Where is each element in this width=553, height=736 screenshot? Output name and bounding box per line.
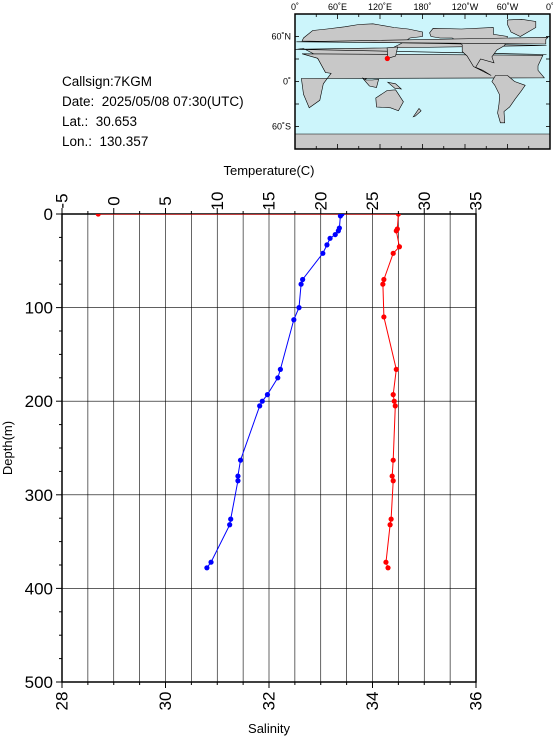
map-longitude-label: 60˚W [497, 2, 519, 12]
temperature-tick-label: 15 [260, 192, 279, 211]
temperature-point [396, 244, 403, 250]
temperature-point [390, 478, 396, 484]
salinity-point [235, 473, 241, 479]
temperature-point [381, 314, 387, 320]
salinity-line [206, 214, 343, 569]
salinity-point [324, 242, 330, 248]
temperature-tick-label: 0 [104, 196, 123, 205]
temperature-point [380, 281, 386, 287]
land [386, 81, 403, 90]
salinity-point [237, 457, 244, 463]
map-latitude-label: 0˚ [283, 77, 291, 87]
depth-tick-label: 300 [25, 486, 53, 505]
salinity-axis-title: Salinity [248, 721, 290, 736]
date-label: Date: 2025/05/08 07:30(UTC) [62, 94, 244, 109]
temperature-tick-label: 35 [467, 192, 486, 211]
salinity-point [335, 228, 341, 234]
temperature-point [95, 214, 101, 217]
temperature-point [388, 516, 394, 522]
temperature-tick-label: 5 [156, 196, 175, 205]
land [386, 46, 399, 59]
map-frame [294, 13, 551, 150]
temperature-point [390, 250, 396, 256]
salinity-point [332, 231, 338, 238]
salinity-point [298, 281, 304, 287]
map-longitude-label: 120˚W [452, 2, 479, 12]
salinity-point [227, 522, 233, 528]
temperature-axis-title: Temperature(C) [223, 163, 314, 178]
land [412, 108, 422, 118]
map-longitude-label: 60˚E [328, 2, 347, 12]
temperature-tick-label: -5 [53, 193, 72, 208]
map-longitude-label: 0˚ [291, 2, 299, 12]
map-longitude-label: 120˚E [368, 2, 392, 12]
temperature-tick-label: 30 [415, 192, 434, 211]
salinity-point [300, 276, 306, 283]
salinity-point [208, 559, 214, 565]
temperature-point [393, 366, 399, 372]
temperature-point [381, 276, 387, 283]
temperature-point [390, 457, 396, 463]
map-latitude-label: 60˚N [271, 32, 291, 42]
temperature-point [383, 559, 389, 565]
station-marker [384, 55, 390, 62]
temperature-series [95, 214, 403, 571]
depth-tick-label: 200 [25, 392, 53, 411]
temperature-point [385, 565, 391, 571]
salinity-point [327, 235, 333, 241]
salinity-point [264, 392, 271, 398]
salinity-point [320, 250, 326, 256]
map-latitude-label: 60˚S [272, 122, 291, 132]
depth-tick-label: 0 [44, 205, 53, 224]
land [362, 77, 379, 88]
temperature-point [391, 398, 397, 404]
salinity-tick-label: 30 [156, 692, 175, 711]
salinity-point [296, 305, 302, 311]
latitude-label: Lat.: 30.653 [62, 114, 138, 129]
callsign-label: Callsign:7KGM [62, 74, 153, 89]
temperature-point [392, 403, 398, 409]
land [375, 89, 404, 112]
temperature-point [393, 228, 399, 234]
depth-axis-title: Depth(m) [0, 421, 15, 475]
temperature-point [390, 392, 396, 398]
depth-tick-label: 500 [25, 673, 53, 692]
temperature-tick-label: 10 [208, 192, 227, 211]
salinity-point [228, 516, 234, 522]
salinity-tick-label: 32 [260, 692, 279, 711]
salinity-point [275, 375, 281, 381]
land [507, 18, 537, 37]
salinity-point [291, 317, 297, 323]
temperature-point [395, 214, 401, 217]
salinity-series [204, 214, 345, 571]
longitude-label: Lon.: 130.357 [62, 134, 149, 149]
salinity-point [257, 403, 263, 409]
temperature-tick-label: 25 [363, 192, 382, 211]
land [296, 36, 549, 45]
land [491, 75, 526, 124]
salinity-tick-label: 36 [467, 692, 486, 711]
map-longitude-label: 0˚ [546, 2, 553, 12]
salinity-tick-label: 34 [363, 692, 382, 711]
land-masses [295, 18, 550, 149]
salinity-point [235, 478, 241, 484]
salinity-point [277, 366, 283, 372]
map-longitude-label: 180˚ [413, 2, 431, 12]
depth-tick-label: 100 [25, 299, 53, 318]
temperature-line [98, 214, 400, 568]
depth-tick-label: 400 [25, 579, 53, 598]
temperature-point [387, 522, 393, 528]
salinity-point [259, 398, 265, 404]
world-map: 0˚ 60˚E 120˚E 180˚ 120˚W 60˚W 0˚ 60˚N 0˚ 60˚S [271, 2, 553, 150]
salinity-point [204, 565, 210, 571]
salinity-tick-label: 28 [53, 692, 72, 711]
station-info: Callsign:7KGM Date: 2025/05/08 07:30(UTC… [62, 72, 244, 152]
salinity-point [337, 214, 344, 219]
temperature-point [389, 473, 395, 479]
land [295, 133, 550, 149]
temperature-tick-label: 20 [311, 192, 330, 211]
